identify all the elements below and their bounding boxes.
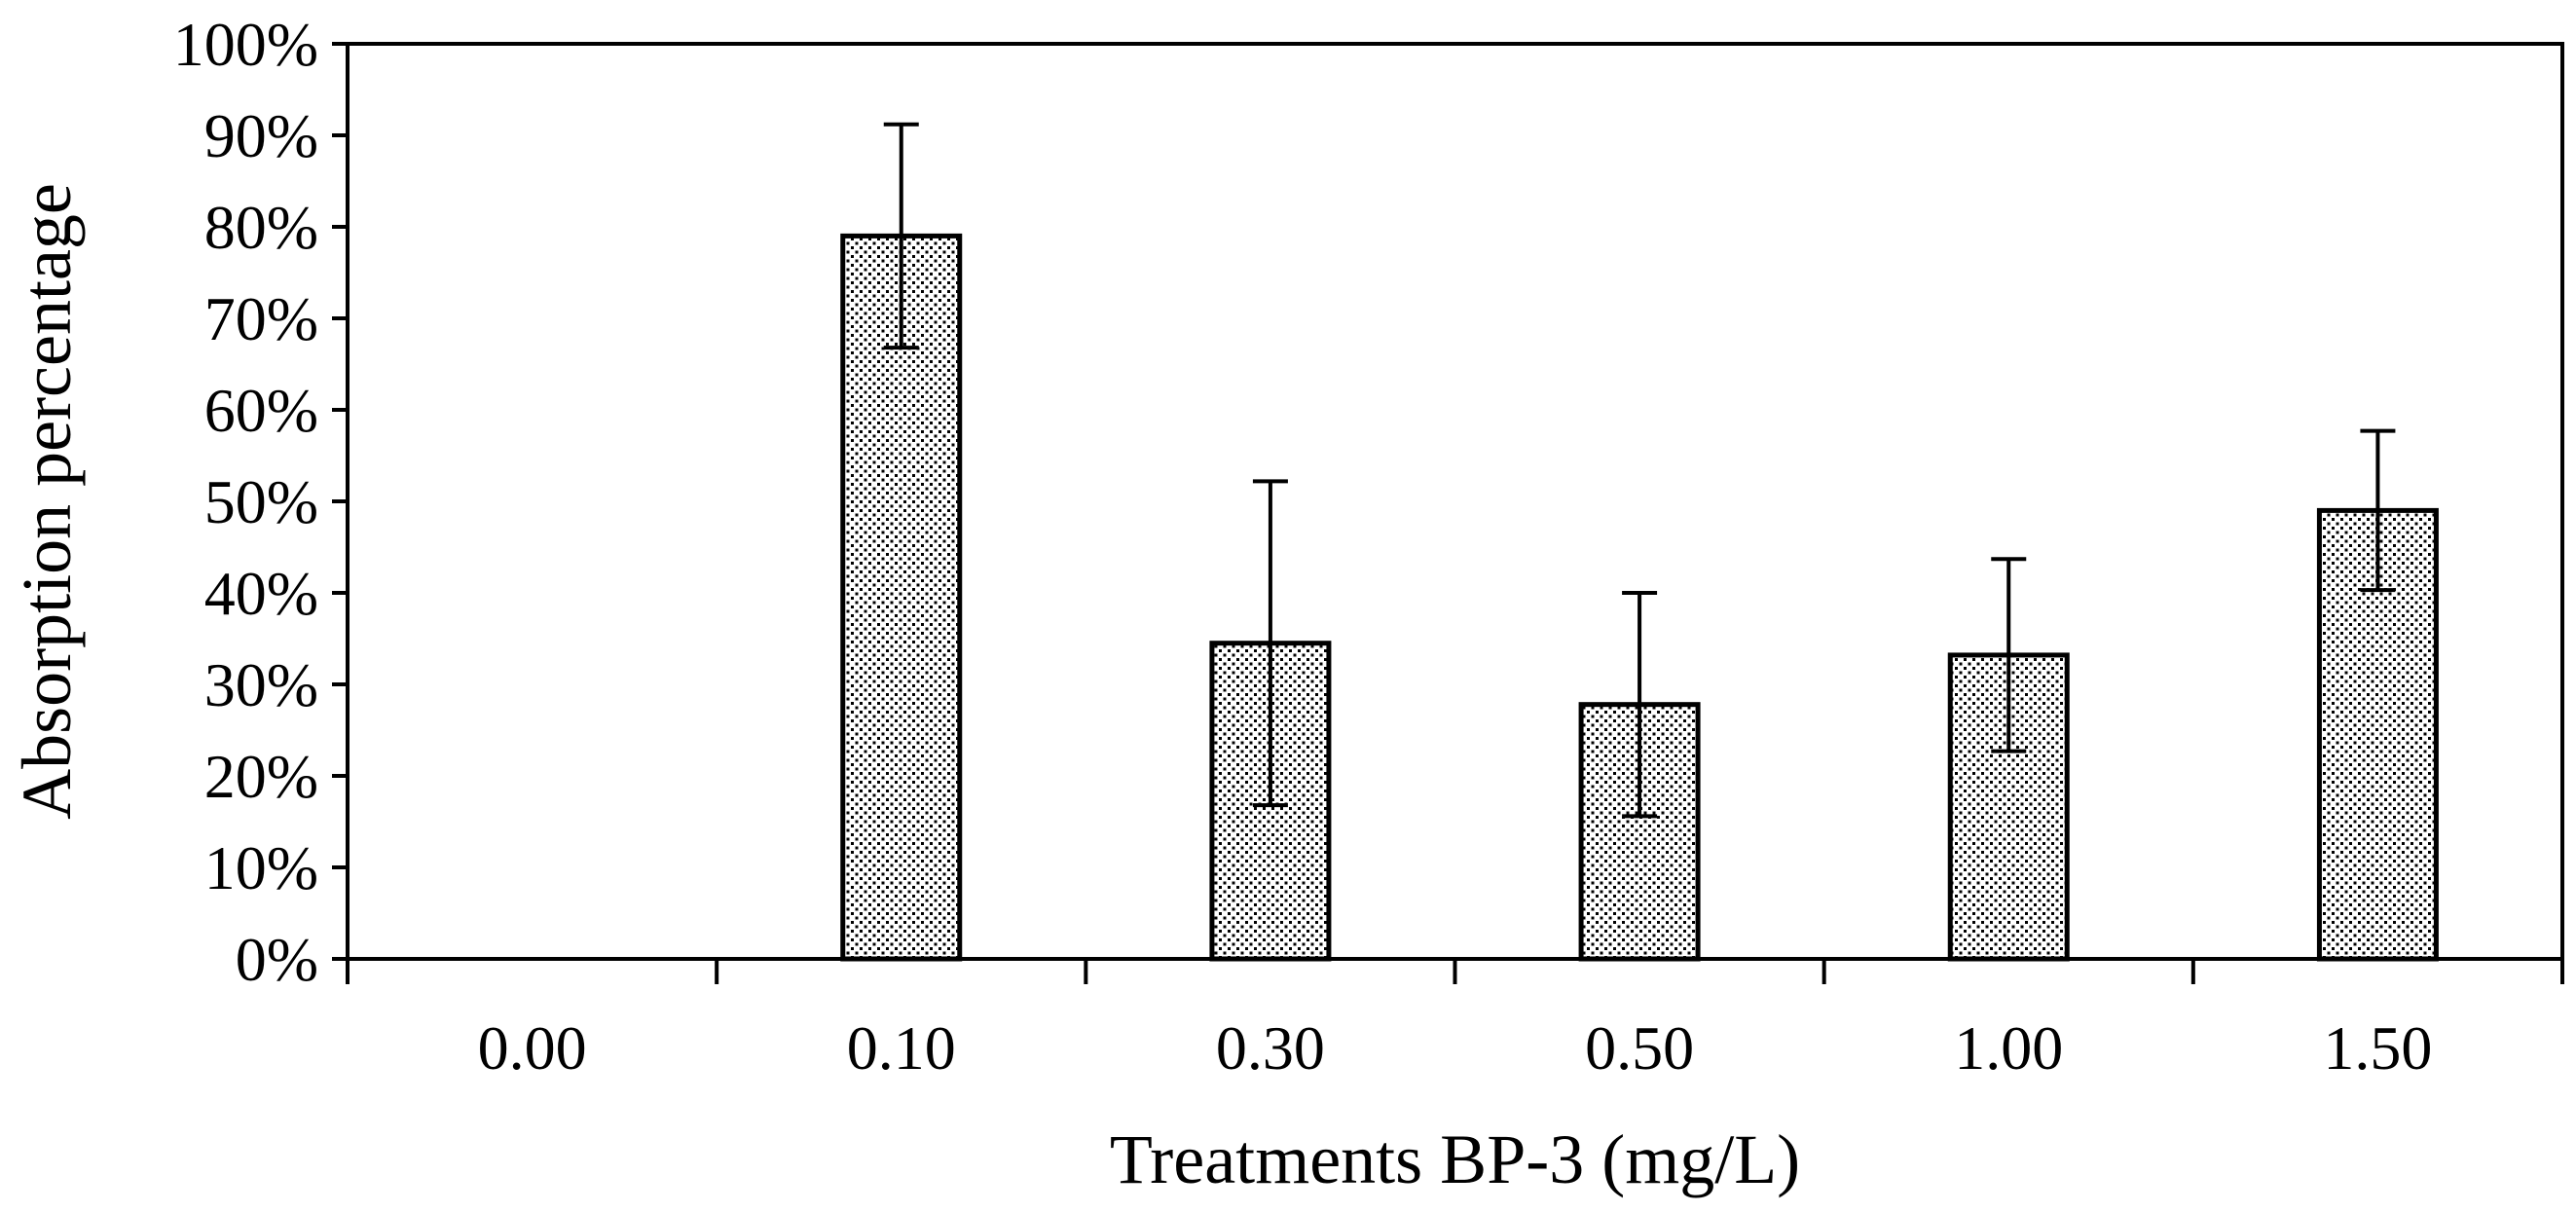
error-bars	[883, 122, 2396, 819]
x-tick-label: 1.00	[1954, 1013, 2063, 1083]
y-tick-label: 90%	[204, 101, 318, 170]
y-tick-label: 100%	[173, 10, 318, 79]
y-tick-label: 60%	[204, 376, 318, 445]
y-tick-label: 50%	[204, 467, 318, 536]
y-tick-label: 70%	[204, 284, 318, 353]
y-axis: 0% 10% 20% 30% 40% 50% 60% 70% 80% 90% 100%	[173, 10, 348, 994]
y-tick-label: 80%	[204, 193, 318, 262]
y-axis-title: Absorption percentage	[8, 183, 86, 820]
x-tick-label: 0.50	[1585, 1013, 1694, 1083]
y-tick-label: 20%	[204, 742, 318, 811]
x-tick-label: 1.50	[2323, 1013, 2432, 1083]
x-tick-label: 0.30	[1216, 1013, 1325, 1083]
y-tick-label: 0%	[236, 925, 318, 994]
x-tick-label: 0.00	[478, 1013, 587, 1083]
y-tick-label: 10%	[204, 833, 318, 902]
x-tick-label: 0.10	[847, 1013, 956, 1083]
y-tick-label: 40%	[204, 559, 318, 628]
x-axis: 0.00 0.10 0.30 0.50 1.00 1.50	[346, 959, 2564, 1083]
x-axis-title: Treatments BP-3 (mg/L)	[1110, 1120, 1800, 1198]
plot-frame	[346, 42, 2564, 961]
y-tick-label: 30%	[204, 650, 318, 719]
